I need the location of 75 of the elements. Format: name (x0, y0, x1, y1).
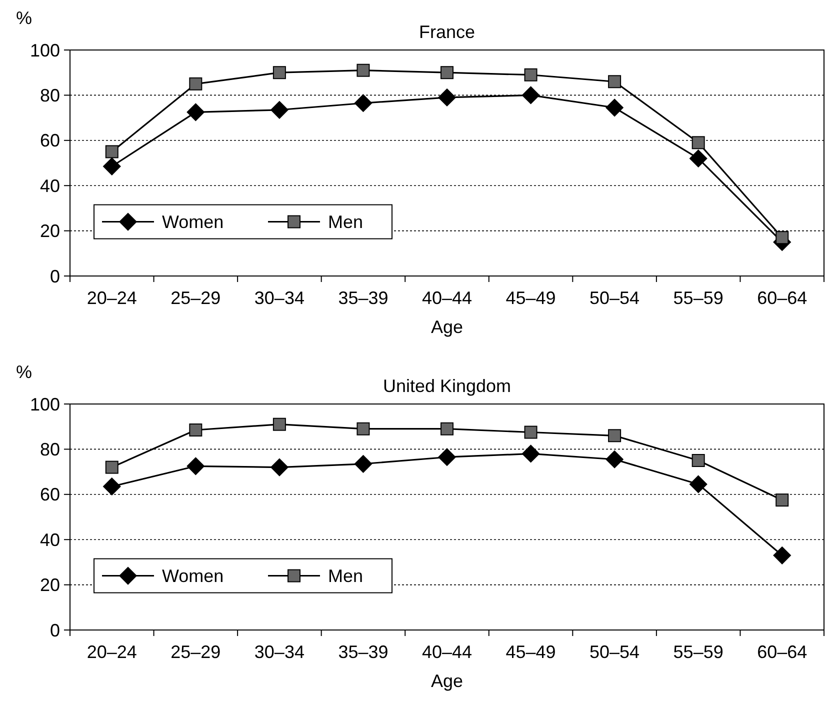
point (270, 458, 288, 476)
y-tick-label: 100 (30, 40, 60, 60)
y-axis-title: % (16, 362, 32, 382)
x-tick-label: 35–39 (338, 288, 388, 308)
chart-title: France (418, 22, 476, 42)
point (186, 103, 205, 122)
point (354, 94, 372, 112)
y-tick-label: 0 (50, 266, 60, 286)
x-tick-label: 40–44 (422, 288, 472, 308)
point (692, 136, 705, 150)
point (689, 150, 708, 168)
y-tick-label: 20 (40, 221, 60, 242)
x-tick-label: 35–39 (338, 642, 388, 662)
legend-label: Men (328, 212, 364, 232)
y-tick-label: 0 (50, 620, 60, 640)
point (776, 231, 789, 244)
x-tick-label: 60–64 (757, 642, 808, 662)
point (102, 478, 121, 496)
x-tick-label: 25–29 (170, 288, 221, 308)
point (608, 429, 622, 442)
x-tick-label: 50–54 (590, 288, 640, 308)
point (438, 448, 456, 466)
y-tick-label: 40 (40, 176, 60, 196)
x-tick-label: 55–59 (673, 642, 724, 662)
point (773, 546, 792, 564)
point (356, 422, 370, 436)
point (105, 460, 118, 474)
y-tick-label: 100 (30, 394, 60, 414)
point (692, 454, 705, 467)
y-tick-label: 20 (40, 575, 60, 596)
point (356, 64, 370, 77)
x-tick-label: 25–29 (170, 642, 221, 662)
x-tick-label: 30–34 (254, 288, 304, 308)
point (270, 100, 288, 119)
x-tick-label: 20–24 (86, 642, 137, 662)
x-tick-label: 45–49 (506, 642, 556, 662)
point (105, 145, 118, 158)
point (689, 475, 708, 494)
legend-label: Women (162, 566, 224, 586)
point (522, 86, 540, 104)
point (186, 457, 205, 476)
point (272, 418, 286, 431)
y-tick-label: 80 (40, 440, 60, 460)
chart-title: United Kingdom (382, 376, 512, 396)
x-tick-label: 50–54 (590, 642, 640, 662)
point (354, 454, 372, 473)
point (522, 444, 540, 463)
x-tick-label: 30–34 (254, 642, 304, 662)
point (608, 75, 622, 88)
point (440, 422, 454, 436)
point (102, 157, 121, 176)
point (272, 66, 286, 80)
point (524, 68, 538, 82)
point (189, 77, 202, 90)
x-tick-label: 20–24 (86, 288, 137, 308)
legend-label: Men (328, 566, 364, 586)
y-tick-label: 60 (40, 130, 60, 151)
point (606, 450, 624, 468)
point (606, 98, 624, 117)
y-tick-label: 80 (40, 86, 60, 106)
y-axis-title: % (16, 8, 32, 28)
x-axis-title: Age (430, 317, 464, 337)
x-tick-label: 40–44 (422, 642, 472, 662)
point (189, 423, 202, 436)
x-tick-label: 60–64 (757, 288, 808, 308)
point (438, 88, 456, 106)
legend-label: Women (162, 212, 224, 232)
point (776, 494, 789, 507)
x-axis-title: Age (430, 671, 464, 691)
x-tick-label: 45–49 (506, 288, 556, 308)
y-tick-label: 40 (40, 530, 60, 550)
point (524, 426, 538, 439)
point (440, 66, 454, 80)
x-tick-label: 55–59 (673, 288, 724, 308)
y-tick-label: 60 (40, 484, 60, 505)
